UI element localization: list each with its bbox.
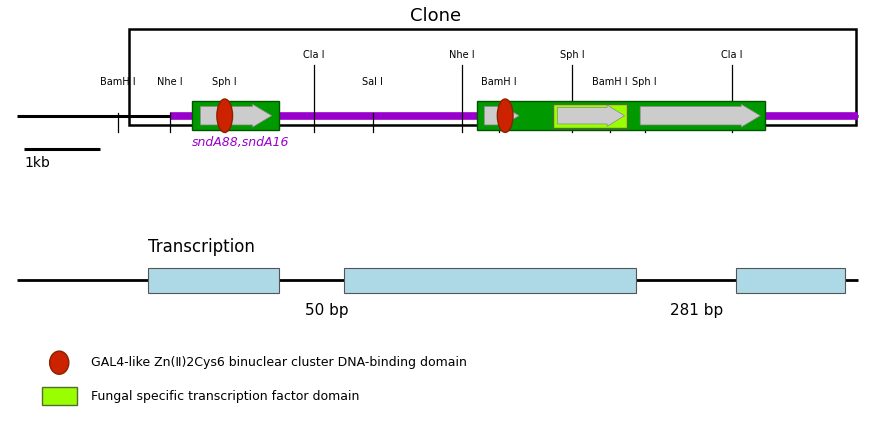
Ellipse shape xyxy=(217,99,233,133)
Ellipse shape xyxy=(50,351,69,374)
FancyArrow shape xyxy=(484,104,519,127)
Text: 1kb: 1kb xyxy=(24,156,51,170)
Text: Cla I: Cla I xyxy=(721,50,742,60)
Text: Nhe I: Nhe I xyxy=(449,50,475,60)
Bar xyxy=(148,268,279,293)
Ellipse shape xyxy=(497,99,513,133)
Bar xyxy=(477,101,765,130)
Bar xyxy=(192,101,279,130)
Text: sndA88,sndA16: sndA88,sndA16 xyxy=(192,136,289,149)
Text: Clone: Clone xyxy=(410,7,461,24)
Text: BamH I: BamH I xyxy=(100,77,135,87)
Bar xyxy=(553,104,627,128)
Text: Sph I: Sph I xyxy=(213,77,237,87)
Text: BamH I: BamH I xyxy=(482,77,517,87)
Text: BamH I: BamH I xyxy=(592,77,627,87)
Text: Fungal specific transcription factor domain: Fungal specific transcription factor dom… xyxy=(91,389,360,403)
Text: Sal I: Sal I xyxy=(362,77,383,87)
Bar xyxy=(42,387,77,405)
FancyArrow shape xyxy=(640,104,760,127)
Text: 281 bp: 281 bp xyxy=(670,303,724,318)
Bar xyxy=(129,29,856,125)
Bar xyxy=(344,268,636,293)
Text: Sph I: Sph I xyxy=(560,50,584,60)
Text: Nhe I: Nhe I xyxy=(157,77,183,87)
Text: Cla I: Cla I xyxy=(303,50,324,60)
Text: Sph I: Sph I xyxy=(632,77,657,87)
Text: GAL4-like Zn(Ⅱ)2Cys6 binuclear cluster DNA-binding domain: GAL4-like Zn(Ⅱ)2Cys6 binuclear cluster D… xyxy=(91,356,468,369)
FancyArrow shape xyxy=(557,105,625,126)
Text: Transcription: Transcription xyxy=(148,238,255,256)
FancyArrow shape xyxy=(200,104,272,127)
Text: 50 bp: 50 bp xyxy=(305,303,348,318)
Bar xyxy=(736,268,845,293)
